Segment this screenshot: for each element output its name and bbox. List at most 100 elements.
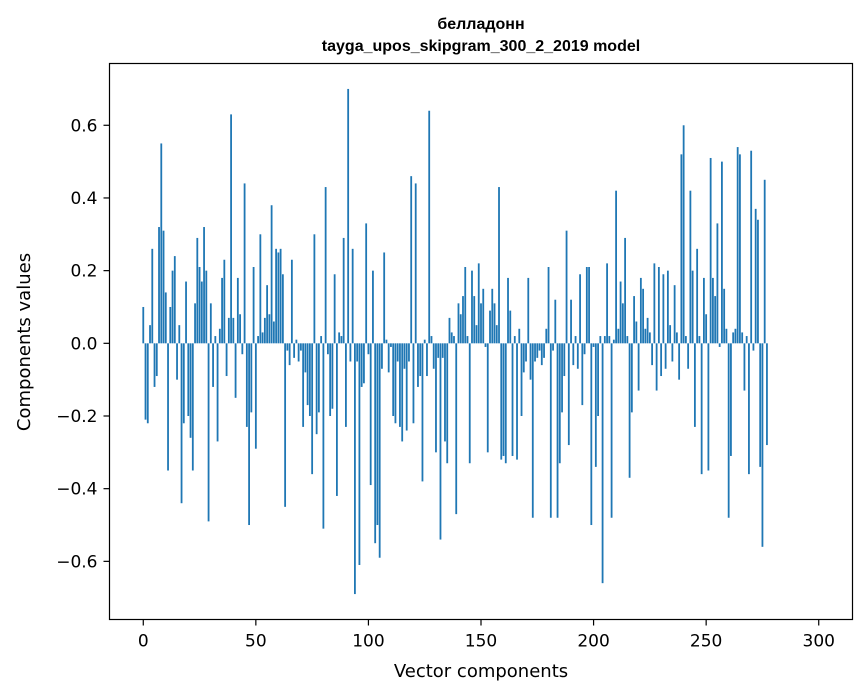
- bar: [444, 343, 446, 442]
- bar: [245, 343, 248, 427]
- bar: [572, 343, 575, 366]
- bar: [241, 343, 244, 355]
- bar: [757, 219, 759, 344]
- bar: [639, 277, 642, 344]
- bar: [464, 267, 467, 344]
- bar: [331, 343, 334, 409]
- bar: [207, 343, 210, 522]
- bar: [329, 343, 332, 416]
- bar: [748, 343, 750, 475]
- bar: [426, 343, 428, 377]
- bar: [349, 343, 352, 362]
- bar: [579, 274, 581, 344]
- bar: [680, 154, 683, 344]
- bar: [243, 183, 246, 344]
- bar: [700, 343, 703, 475]
- bar: [525, 343, 527, 362]
- bar: [299, 343, 302, 351]
- bar: [336, 343, 338, 496]
- chart-title: белладонн: [437, 16, 524, 33]
- bar: [662, 274, 665, 344]
- bar: [212, 343, 214, 387]
- bar: [703, 277, 705, 344]
- bar: [363, 343, 365, 384]
- bar: [484, 343, 487, 347]
- bar: [709, 157, 712, 344]
- bar: [360, 343, 363, 387]
- bar: [387, 343, 390, 373]
- bar: [230, 114, 232, 344]
- bar: [279, 248, 282, 344]
- bar: [227, 317, 230, 344]
- bar: [576, 343, 579, 369]
- y-tick-label: 0.4: [70, 189, 97, 209]
- bar: [507, 277, 509, 344]
- bar: [475, 325, 478, 344]
- bar: [435, 343, 437, 453]
- bar: [547, 267, 550, 344]
- bar: [471, 270, 473, 344]
- bar: [646, 317, 649, 344]
- bar: [655, 343, 658, 391]
- bar: [468, 343, 471, 464]
- bar: [739, 154, 741, 344]
- bar: [601, 343, 604, 584]
- bar: [583, 343, 586, 355]
- bar: [714, 296, 717, 344]
- bar: [552, 343, 554, 351]
- bar: [347, 88, 350, 344]
- bar: [696, 248, 699, 344]
- x-tick-label: 100: [352, 632, 384, 652]
- y-tick-label: −0.2: [56, 407, 97, 427]
- bar: [615, 190, 617, 344]
- bar: [381, 343, 383, 369]
- bar: [621, 303, 624, 344]
- bar: [554, 299, 557, 344]
- bar: [603, 336, 606, 344]
- bar: [232, 317, 235, 344]
- x-tick-label: 150: [465, 632, 497, 652]
- bar: [218, 328, 221, 344]
- bar: [390, 343, 392, 347]
- bar: [365, 223, 368, 344]
- bar: [540, 343, 543, 366]
- bar: [214, 336, 217, 344]
- bar: [315, 343, 318, 435]
- bar: [155, 343, 158, 377]
- x-tick-label: 0: [138, 632, 149, 652]
- bar: [259, 234, 262, 344]
- bar: [502, 343, 505, 456]
- bar: [266, 285, 269, 344]
- bar: [513, 336, 516, 344]
- bar: [372, 270, 374, 344]
- bar: [421, 343, 424, 482]
- bar: [225, 343, 228, 377]
- bar: [342, 237, 345, 344]
- bar: [164, 292, 167, 344]
- bar: [394, 343, 397, 424]
- x-axis-ticks: 0 50 100 150 200 250 300: [138, 619, 835, 652]
- bar: [374, 343, 377, 544]
- bar: [628, 343, 631, 478]
- bar: [286, 343, 289, 351]
- bar: [250, 343, 253, 413]
- bar: [536, 343, 539, 358]
- bar: [716, 223, 719, 344]
- bar: [236, 277, 239, 344]
- bar: [295, 339, 298, 344]
- bar: [567, 343, 570, 446]
- bar: [385, 339, 388, 344]
- y-tick-label: 0.0: [70, 334, 97, 354]
- bar: [462, 296, 464, 344]
- bar: [698, 336, 701, 344]
- bar: [216, 343, 219, 442]
- bar: [673, 285, 676, 344]
- bar: [689, 190, 692, 344]
- bar: [653, 263, 656, 344]
- bar: [203, 227, 205, 344]
- x-tick-label: 250: [690, 632, 722, 652]
- bar: [761, 343, 764, 547]
- bar: [324, 187, 327, 344]
- bar: [272, 321, 275, 344]
- bar: [205, 270, 208, 344]
